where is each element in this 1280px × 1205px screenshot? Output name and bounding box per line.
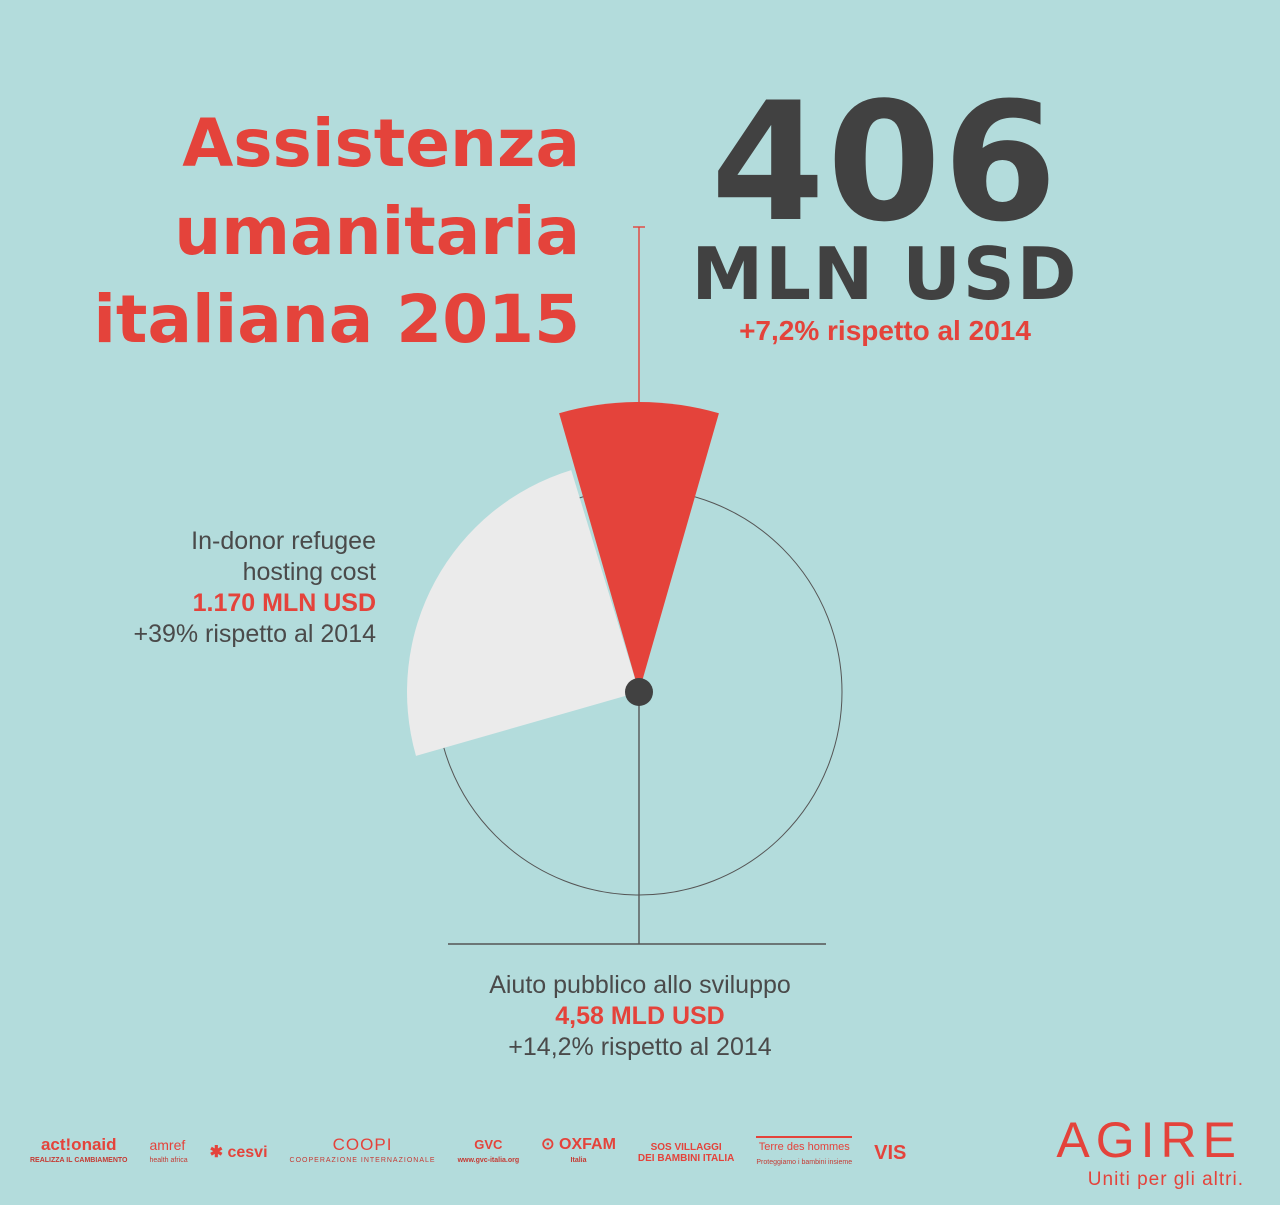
amref-logo: amref health africa bbox=[149, 1138, 187, 1168]
refugee-label-line-1: In-donor refugee bbox=[191, 527, 376, 555]
humanitarian-sector bbox=[559, 401, 719, 692]
oxfam-name: OXFAM bbox=[559, 1136, 616, 1153]
coopi-logo: COOPI COOPERAZIONE INTERNAZIONALE bbox=[289, 1135, 436, 1168]
title-line-1: Assistenza bbox=[182, 105, 580, 182]
agire-logo: AGIRE bbox=[1056, 1112, 1242, 1168]
cesvi-name: cesvi bbox=[227, 1144, 268, 1161]
title-line-3: italiana 2015 bbox=[93, 281, 580, 358]
sos-line-1: SOS VILLAGGI bbox=[650, 1142, 722, 1153]
oxfam-icon: ⊙ bbox=[541, 1136, 555, 1153]
refugee-label-block: In-donor refugee hosting cost 1.170 MLN … bbox=[40, 526, 376, 650]
cesvi-icon: ✱ bbox=[209, 1144, 224, 1161]
sos-line-2: DEI BAMBINI ITALIA bbox=[637, 1153, 735, 1164]
oxfam-sub: Italia bbox=[570, 1157, 587, 1164]
refugee-value: 1.170 MLN USD bbox=[192, 589, 376, 617]
coopi-name: COOPI bbox=[332, 1135, 393, 1154]
agire-tagline: Uniti per gli altri. bbox=[1087, 1169, 1244, 1190]
cesvi-logo: ✱ cesvi bbox=[209, 1144, 268, 1161]
actionaid-logo: act!onaid REALIZZA IL CAMBIAMENTO bbox=[30, 1135, 128, 1168]
aps-value: 4,58 MLD USD bbox=[555, 1002, 725, 1030]
terre-des-hommes-logo: Terre des hommes Proteggiamo i bambini i… bbox=[756, 1136, 853, 1170]
refugee-sector bbox=[407, 470, 639, 756]
amref-sub: health africa bbox=[149, 1157, 188, 1164]
tdh-name: Terre des hommes bbox=[758, 1141, 850, 1153]
aps-label: Aiuto pubblico allo sviluppo bbox=[489, 971, 791, 999]
refugee-label-line-2: hosting cost bbox=[242, 558, 376, 586]
humanitarian-unit: MLN USD bbox=[691, 232, 1079, 316]
humanitarian-change: +7,2% rispetto al 2014 bbox=[739, 315, 1031, 346]
center-dot bbox=[625, 678, 653, 706]
gvc-url: www.gvc-italia.org bbox=[457, 1157, 520, 1164]
refugee-change: +39% rispetto al 2014 bbox=[133, 620, 376, 648]
coopi-sub: COOPERAZIONE INTERNAZIONALE bbox=[289, 1157, 436, 1164]
vis-logo: VIS bbox=[874, 1143, 906, 1163]
sos-logo: SOS VILLAGGI DEI BAMBINI ITALIA bbox=[638, 1142, 734, 1164]
aps-change: +14,2% rispetto al 2014 bbox=[508, 1033, 772, 1061]
infographic-title: Assistenza umanitaria italiana 2015 bbox=[60, 100, 580, 364]
oxfam-logo: ⊙ OXFAM Italia bbox=[541, 1136, 616, 1168]
vis-name: VIS bbox=[874, 1142, 907, 1164]
tdh-tagline: Proteggiamo i bambini insieme bbox=[756, 1159, 853, 1166]
humanitarian-value: 406 bbox=[710, 67, 1060, 258]
actionaid-tagline: REALIZZA IL CAMBIAMENTO bbox=[30, 1157, 128, 1164]
actionaid-name: act!onaid bbox=[40, 1135, 117, 1154]
title-line-2: umanitaria bbox=[174, 193, 580, 270]
gvc-name: GVC bbox=[474, 1137, 503, 1152]
amref-name: amref bbox=[149, 1137, 186, 1153]
partner-logos: act!onaid REALIZZA IL CAMBIAMENTO amref … bbox=[30, 1128, 906, 1178]
gvc-logo: GVC www.gvc-italia.org bbox=[458, 1138, 520, 1168]
aps-label-block: Aiuto pubblico allo sviluppo 4,58 MLD US… bbox=[420, 970, 860, 1063]
